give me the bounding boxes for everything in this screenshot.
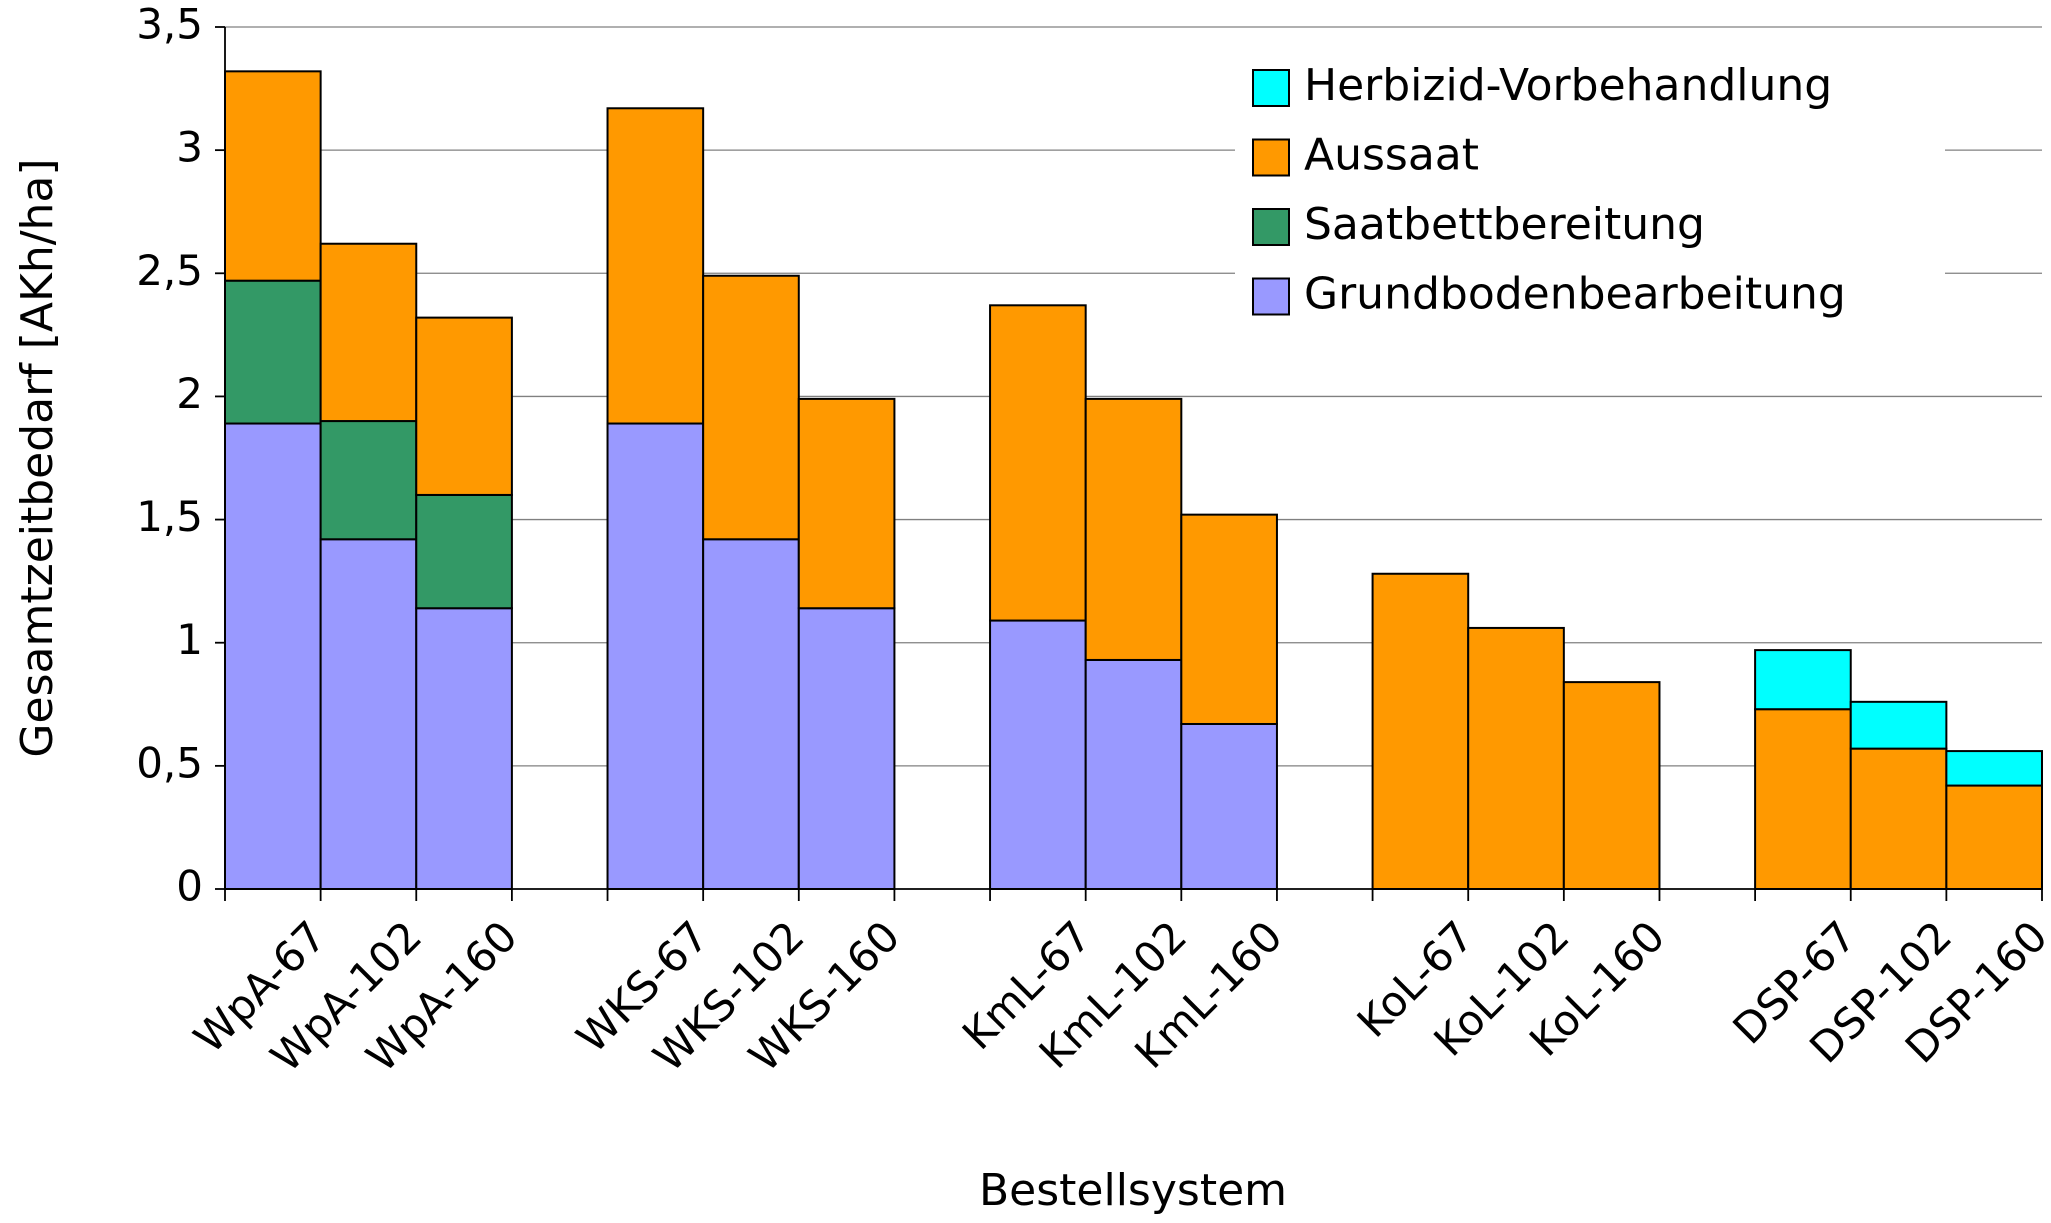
legend-background <box>1235 50 1945 340</box>
bar-segment <box>1467 626 1565 890</box>
bar-segment <box>1084 397 1183 661</box>
bar-segment <box>1849 700 1948 750</box>
bar-segment <box>1562 681 1661 890</box>
bar-segment <box>1754 649 1852 711</box>
bar-segment <box>797 397 896 610</box>
bar-segment <box>415 607 513 891</box>
legend-label: Grundbodenbearbeitung <box>1304 269 1846 320</box>
legend: Herbizid-Vorbehandlung Aussaat Saatbettber… <box>1235 50 1945 340</box>
y-tick-label: 3 <box>176 123 203 172</box>
bar-segment <box>606 107 705 425</box>
bar-segment <box>1945 784 2043 890</box>
bar-segment <box>797 607 896 891</box>
bar-segment <box>989 304 1087 622</box>
bar-segment <box>224 422 322 890</box>
legend-label: Aussaat <box>1304 130 1479 181</box>
bar-segment <box>319 242 418 423</box>
bars <box>224 70 2043 891</box>
y-tick-label: 0,5 <box>136 738 203 787</box>
bar-segment <box>1754 708 1852 890</box>
bar-segment <box>1371 572 1470 890</box>
bar-segment <box>1084 658 1183 890</box>
legend-label: Saatbettbereitung <box>1304 199 1705 250</box>
bar-segment <box>1945 750 2043 787</box>
bar-segment <box>606 422 705 890</box>
bar-segment <box>702 538 800 890</box>
bar-segment <box>415 493 513 610</box>
bar-segment <box>319 420 418 541</box>
y-tick-label: 1 <box>176 615 203 664</box>
y-tick-label: 1,5 <box>136 492 203 541</box>
bar-segment <box>702 274 800 541</box>
legend-label: Herbizid-Vorbehandlung <box>1304 60 1832 111</box>
bar-segment <box>1849 747 1948 890</box>
bar-segment <box>989 619 1087 890</box>
legend-swatch <box>1252 138 1290 177</box>
legend-swatch <box>1252 208 1290 246</box>
y-tick-label: 3,5 <box>136 0 203 49</box>
bar-segment <box>415 316 513 496</box>
legend-swatch <box>1252 277 1290 316</box>
bar-segment <box>224 279 322 425</box>
y-tick-label: 2 <box>176 369 203 418</box>
y-axis-title: Gesamtzeitbedarf [AKh/ha] <box>12 158 63 757</box>
bar-segment <box>224 70 322 282</box>
bar-segment <box>1180 722 1278 891</box>
y-tick-label: 2,5 <box>136 246 203 295</box>
y-tick-label: 0 <box>176 862 203 911</box>
bar-segment <box>319 538 418 890</box>
bar-segment <box>1180 513 1278 725</box>
x-axis-title: Bestellsystem <box>979 1165 1287 1216</box>
legend-swatch <box>1252 69 1290 107</box>
